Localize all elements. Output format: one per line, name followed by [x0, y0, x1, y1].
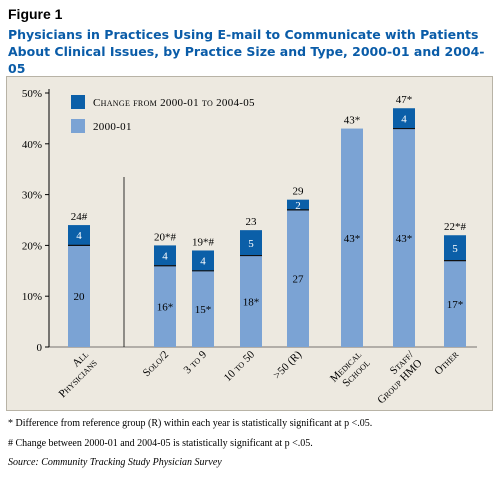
base-value-label-1: 16* — [157, 301, 174, 313]
change-value-label-3: 5 — [248, 238, 254, 250]
category-label-line: 3 to 9 — [182, 348, 210, 376]
note-source: Source: Community Tracking Study Physici… — [8, 457, 222, 468]
category-label-line: >50 (R) — [271, 348, 304, 381]
total-label-2: 19*# — [192, 236, 215, 248]
bar-2000-01-4 — [287, 209, 309, 347]
total-label-0: 24# — [71, 211, 88, 223]
y-tick-label-20: 20% — [22, 240, 42, 252]
category-label-line: Solo/2 — [141, 349, 171, 379]
y-tick-label-10: 10% — [22, 291, 42, 303]
figure-title-line-1: Physicians in Practices Using E-mail to … — [8, 27, 479, 42]
category-label-0: AllPhysicians — [48, 349, 100, 401]
legend-swatch-change — [71, 95, 85, 109]
category-label-line: 10 to 50 — [222, 348, 258, 384]
note-significance-reference: * Difference from reference group (R) wi… — [8, 418, 373, 429]
bar-2000-01-3 — [240, 255, 262, 347]
bar-2000-01-1 — [154, 265, 176, 347]
bar-change-6 — [393, 108, 415, 129]
base-value-label-6: 43* — [396, 233, 413, 245]
y-tick-label-30: 30% — [22, 190, 42, 202]
change-value-label-1: 4 — [162, 251, 168, 263]
y-tick-label-40: 40% — [22, 139, 42, 151]
bar-2000-01-0 — [68, 245, 90, 347]
figure-header: Figure 1 Physicians in Practices Using E… — [0, 0, 500, 76]
category-label-5: MedicalSchool — [328, 349, 373, 394]
total-label-7: 22*# — [444, 221, 467, 233]
change-value-label-2: 4 — [200, 256, 206, 268]
note-significance-change: # Change between 2000-01 and 2004-05 is … — [8, 438, 313, 449]
total-label-4: 29 — [293, 186, 305, 198]
change-value-label-4: 2 — [295, 200, 301, 212]
bar-change-4 — [287, 199, 309, 210]
chart-panel: 0 10% 20% 30% 40% 50% 20 4 24# AllPhysicians 16* 4 2… — [6, 76, 493, 411]
change-value-label-7: 5 — [452, 243, 458, 255]
bar-change-1 — [154, 245, 176, 266]
base-value-label-4: 27 — [293, 273, 305, 285]
base-value-label-0: 20 — [74, 291, 86, 303]
base-value-label-7: 17* — [447, 299, 464, 311]
category-label-line: Other — [432, 348, 461, 377]
category-label-1: Solo/2 — [141, 349, 171, 379]
bar-change-2 — [192, 250, 214, 271]
category-label-7: Other — [432, 348, 461, 377]
bar-2000-01-2 — [192, 270, 214, 347]
bar-2000-01-6 — [393, 128, 415, 347]
category-label-2: 3 to 9 — [182, 348, 210, 376]
change-value-label-6: 4 — [401, 113, 407, 125]
total-label-6: 47* — [396, 94, 413, 106]
y-tick-label-50: 50% — [22, 88, 42, 100]
legend-swatch-2000-01 — [71, 119, 85, 133]
bar-change-0 — [68, 225, 90, 246]
total-label-5: 43* — [344, 115, 361, 127]
bar-2000-01-5 — [341, 128, 363, 347]
category-label-4: >50 (R) — [271, 348, 304, 381]
bar-change-7 — [444, 235, 466, 261]
total-label-1: 20*# — [154, 231, 177, 243]
figure-label: Figure 1 — [8, 6, 63, 22]
change-value-label-0: 4 — [76, 230, 82, 242]
legend-label-change: Change from 2000-01 to 2004-05 — [93, 97, 255, 109]
base-value-label-2: 15* — [195, 304, 212, 316]
base-value-label-3: 18* — [243, 296, 260, 308]
bar-2000-01-7 — [444, 260, 466, 347]
bar-change-3 — [240, 230, 262, 256]
stacked-bar-chart: 0 10% 20% 30% 40% 50% 20 4 24# AllPhysicians 16* 4 2… — [22, 88, 477, 406]
figure-title-line-2: About Clinical Issues, by Practice Size … — [8, 44, 485, 76]
figure-title: Physicians in Practices Using E-mail to … — [8, 26, 498, 77]
category-label-6: Staff/Group HMO — [367, 348, 425, 406]
legend-label-2000-01: 2000-01 — [93, 121, 132, 133]
y-tick-label-0: 0 — [37, 342, 43, 354]
category-label-3: 10 to 50 — [222, 348, 258, 384]
total-label-3: 23 — [246, 216, 258, 228]
base-value-label-5: 43* — [344, 233, 361, 245]
